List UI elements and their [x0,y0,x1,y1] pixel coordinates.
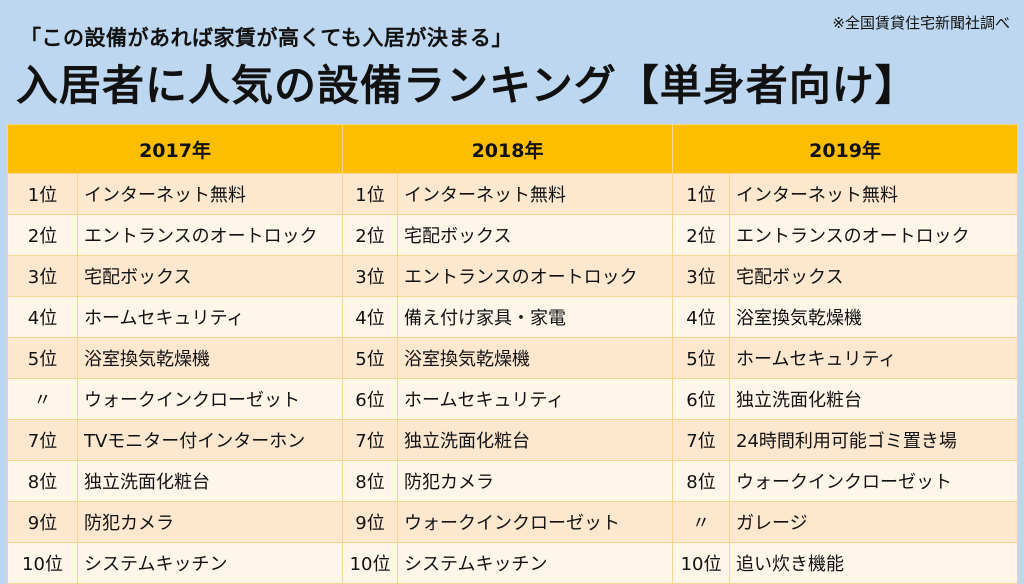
rank-cell: 5位 [342,337,399,379]
item-cell: ウォークインクローゼット [76,378,344,420]
year-header-2018: 2018年 [342,124,674,174]
item-cell: インターネット無料 [729,173,1019,215]
table-row: 2位 エントランスのオートロック 2位 宅配ボックス 2位 エントランスのオートロック [7,214,1019,256]
item-cell: システムキッチン [76,542,344,584]
item-cell: ウォークインクローゼット [397,501,674,543]
rank-cell: 3位 [672,255,731,297]
rank-cell: 2位 [672,214,731,256]
page-title: 入居者に人気の設備ランキング【単身者向け】 [16,61,918,110]
item-cell: ホームセキュリティ [729,337,1019,379]
item-cell: 浴室換気乾燥機 [397,337,674,379]
rank-cell: 2位 [342,214,399,256]
item-cell: 宅配ボックス [729,255,1019,297]
item-cell: インターネット無料 [397,173,674,215]
item-cell: 24時間利用可能ゴミ置き場 [729,419,1019,461]
rank-cell: 10位 [342,542,399,584]
rank-cell: 3位 [7,255,78,297]
item-cell: 独立洗面化粧台 [397,419,674,461]
item-cell: エントランスのオートロック [76,214,344,256]
rank-cell: 9位 [7,501,78,543]
table-row: 9位 防犯カメラ 9位 ウォークインクローゼット〃ガレージ [7,501,1019,543]
rank-cell: 〃 [672,501,731,543]
rank-cell: 7位 [672,419,731,461]
item-cell: インターネット無料 [76,173,344,215]
rank-cell: 10位 [672,542,731,584]
table-row: 7位 TVモニター付インターホン 7位 独立洗面化粧台 7位 24時間利用可能ゴミ置き場 [7,419,1019,461]
table-row: 〃ウォークインクローゼット 6位 ホームセキュリティ 6位 独立洗面化粧台 [7,378,1019,420]
rank-cell: 8位 [342,460,399,502]
item-cell: システムキッチン [397,542,674,584]
rank-cell: 6位 [672,378,731,420]
rank-cell: 1位 [342,173,399,215]
table-row: 4位 ホームセキュリティ 4位 備え付け家具・家電 4位 浴室換気乾燥機 [7,296,1019,338]
item-cell: 浴室換気乾燥機 [729,296,1019,338]
rank-cell: 7位 [7,419,78,461]
rank-cell: 6位 [342,378,399,420]
item-cell: エントランスのオートロック [729,214,1019,256]
subtitle: 「この設備があれば家賃が高くても入居が決まる」 [20,26,513,50]
rank-cell: 〃 [7,378,78,420]
rank-cell: 5位 [672,337,731,379]
table-row: 3位 宅配ボックス 3位 エントランスのオートロック 3位 宅配ボックス [7,255,1019,297]
rank-cell: 1位 [7,173,78,215]
rank-cell: 8位 [672,460,731,502]
header-row: 2017年 2018年 2019年 [6,124,1019,174]
item-cell: 独立洗面化粧台 [729,378,1019,420]
rank-cell: 8位 [7,460,78,502]
item-cell: 備え付け家具・家電 [397,296,674,338]
item-cell: ホームセキュリティ [397,378,674,420]
source-note: ※全国賃貸住宅新聞社調べ [832,14,1010,32]
year-header-2019: 2019年 [672,124,1019,174]
rank-cell: 4位 [7,296,78,338]
item-cell: 宅配ボックス [397,214,674,256]
rank-cell: 7位 [342,419,399,461]
ranking-table: 2017年 2018年 2019年 1位 インターネット無料 1位 インターネット無料… [6,124,1019,584]
rank-cell: 5位 [7,337,78,379]
item-cell: 浴室換気乾燥機 [76,337,344,379]
rank-cell: 9位 [342,501,399,543]
year-header-2017: 2017年 [6,124,344,174]
table-row: 10位 システムキッチン 10位 システムキッチン 10位 追い炊き機能 [7,542,1019,584]
rank-cell: 4位 [672,296,731,338]
table-row: 5位 浴室換気乾燥機 5位 浴室換気乾燥機 5位 ホームセキュリティ [7,337,1019,379]
item-cell: 独立洗面化粧台 [76,460,344,502]
item-cell: ホームセキュリティ [76,296,344,338]
item-cell: 追い炊き機能 [729,542,1019,584]
rank-cell: 3位 [342,255,399,297]
rank-cell: 4位 [342,296,399,338]
item-cell: エントランスのオートロック [397,255,674,297]
item-cell: ウォークインクローゼット [729,460,1019,502]
rank-cell: 10位 [7,542,78,584]
item-cell: 防犯カメラ [76,501,344,543]
ranking-body: 1位 インターネット無料 1位 インターネット無料 1位 インターネット無料 2位 エントラン… [7,173,1019,584]
item-cell: 防犯カメラ [397,460,674,502]
table-row: 8位 独立洗面化粧台 8位 防犯カメラ 8位 ウォークインクローゼット [7,460,1019,502]
item-cell: ガレージ [729,501,1019,543]
table-row: 1位 インターネット無料 1位 インターネット無料 1位 インターネット無料 [7,173,1019,215]
item-cell: TVモニター付インターホン [76,419,344,461]
rank-cell: 1位 [672,173,731,215]
item-cell: 宅配ボックス [76,255,344,297]
rank-cell: 2位 [7,214,78,256]
